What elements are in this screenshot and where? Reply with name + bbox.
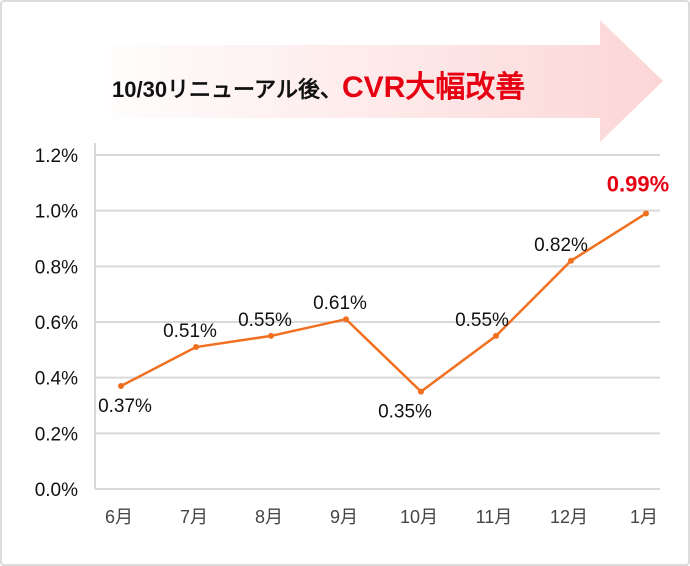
data-label: 0.35% bbox=[378, 402, 432, 423]
cvr-series-line bbox=[120, 212, 647, 394]
x-tick-label: 1月 bbox=[630, 507, 658, 527]
x-tick-label: 12月 bbox=[550, 507, 588, 527]
y-tick-label: 1.0% bbox=[35, 202, 78, 223]
x-tick-label: 6月 bbox=[105, 507, 133, 527]
y-tick-label: 0.8% bbox=[35, 257, 78, 278]
x-tick-label: 11月 bbox=[476, 507, 513, 527]
y-tick-label: 0.0% bbox=[35, 480, 78, 501]
data-point bbox=[493, 332, 499, 339]
data-label: 0.61% bbox=[313, 293, 367, 314]
data-label: 0.55% bbox=[238, 310, 292, 331]
banner-highlight: CVR大幅改善 bbox=[341, 71, 526, 104]
data-label: 0.37% bbox=[98, 396, 152, 417]
data-point bbox=[268, 332, 274, 339]
data-point bbox=[343, 316, 349, 323]
data-label: 0.55% bbox=[455, 310, 509, 331]
data-point bbox=[568, 257, 574, 264]
banner-text: 10/30リニューアル後、 CVR大幅改善 bbox=[112, 62, 525, 106]
y-tick-label: 0.2% bbox=[35, 424, 78, 445]
data-point bbox=[643, 210, 649, 217]
data-label: 0.82% bbox=[534, 235, 588, 256]
data-point bbox=[118, 383, 124, 390]
y-tick-label: 0.6% bbox=[35, 313, 78, 334]
x-tick-label: 7月 bbox=[180, 507, 208, 527]
x-tick-label: 8月 bbox=[255, 507, 283, 527]
y-tick-label: 1.2% bbox=[35, 146, 78, 167]
arrow-banner bbox=[80, 20, 663, 142]
x-tick-label: 9月 bbox=[330, 507, 358, 527]
x-tick-label: 10月 bbox=[400, 507, 438, 527]
data-label: 0.99% bbox=[607, 171, 669, 196]
y-tick-label: 0.4% bbox=[35, 369, 78, 390]
data-point bbox=[193, 344, 199, 351]
data-point bbox=[418, 388, 424, 395]
data-label: 0.51% bbox=[163, 321, 217, 342]
banner-prefix: 10/30リニューアル後、 bbox=[112, 77, 342, 102]
